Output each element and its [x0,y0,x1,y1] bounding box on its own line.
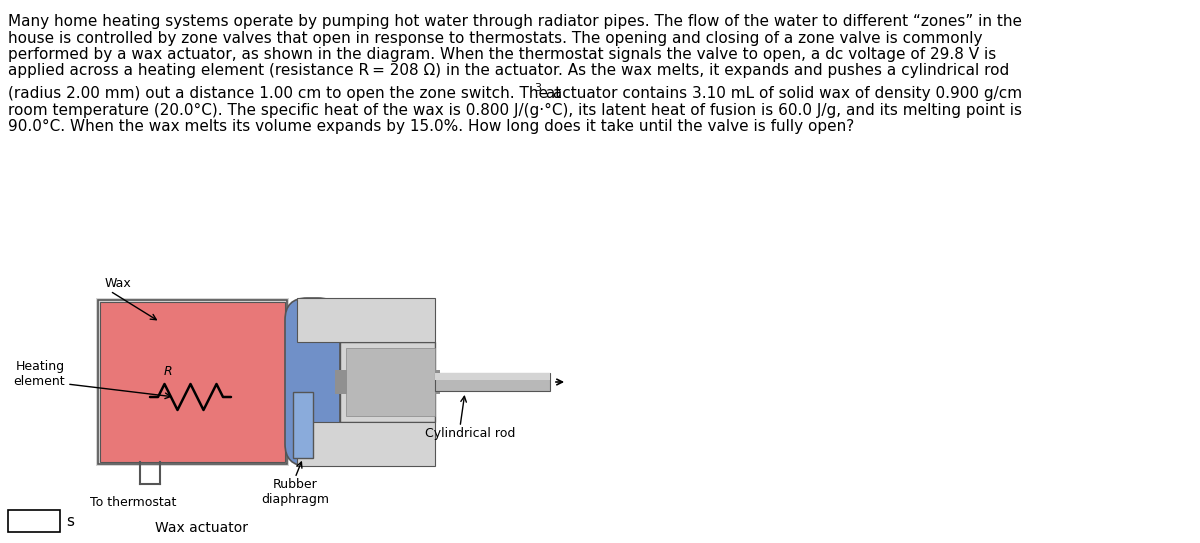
Text: Wax: Wax [106,277,132,290]
Bar [293,392,313,458]
Bar [96,298,289,466]
Text: performed by a wax actuator, as shown in the diagram. When the thermostat signal: performed by a wax actuator, as shown in… [8,47,996,62]
Bar [298,422,436,466]
Text: house is controlled by zone valves that open in response to thermostats. The ope: house is controlled by zone valves that … [8,30,983,46]
Text: Heating
element: Heating element [13,360,65,388]
Text: Many home heating systems operate by pumping hot water through radiator pipes. T: Many home heating systems operate by pum… [8,14,1022,29]
Bar [335,370,440,394]
Text: s: s [66,514,74,528]
Text: To thermostat: To thermostat [90,496,176,509]
Text: Wax actuator: Wax actuator [155,521,248,535]
Bar [436,373,550,380]
Bar [100,302,286,462]
Text: applied across a heating element (resistance R = 208 Ω) in the actuator. As the : applied across a heating element (resist… [8,64,1009,79]
Bar [8,510,60,532]
Text: (radius 2.00 mm) out a distance 1.00 cm to open the zone switch. The actuator co: (radius 2.00 mm) out a distance 1.00 cm … [8,86,1022,101]
Bar [298,298,436,342]
Text: Rubber
diaphragm: Rubber diaphragm [262,478,329,506]
Text: Cylindrical rod: Cylindrical rod [425,427,515,440]
Bar [436,373,550,391]
Text: 3: 3 [534,83,541,93]
Text: room temperature (20.0°C). The specific heat of the wax is 0.800 J/(g·°C), its l: room temperature (20.0°C). The specific … [8,103,1022,117]
Bar [346,348,436,416]
Text: R: R [164,365,173,378]
FancyBboxPatch shape [286,298,340,466]
Bar [340,342,436,422]
Text: 90.0°C. When the wax melts its volume expands by 15.0%. How long does it take un: 90.0°C. When the wax melts its volume ex… [8,119,854,134]
Text: at: at [541,86,562,101]
Bar [98,300,287,464]
